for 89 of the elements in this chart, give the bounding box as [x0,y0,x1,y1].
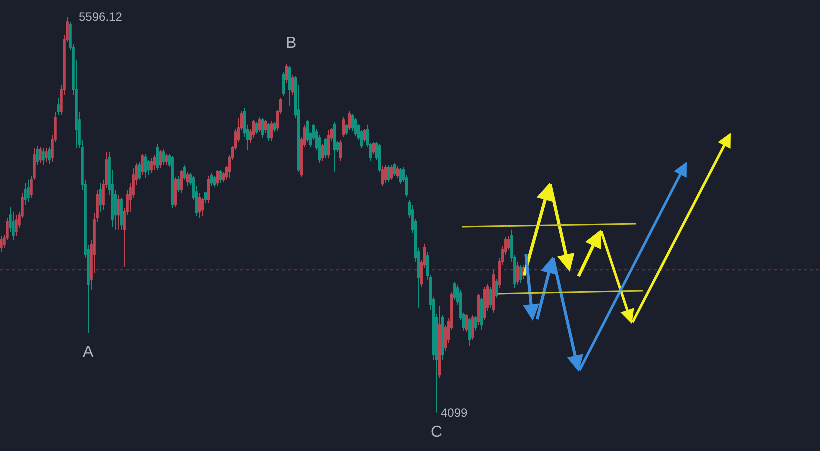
candlestick [390,164,394,180]
candlestick [144,154,147,179]
candlestick [351,114,354,132]
candlestick [393,162,396,176]
candlestick [258,116,262,133]
candlestick [156,143,159,171]
candlestick [171,156,174,208]
candlestick [264,120,268,134]
candlestick [442,314,444,360]
candlestick [120,197,123,230]
candlestick [39,146,42,164]
candlestick [204,192,207,204]
annotation: 5596.12 [79,10,123,24]
candlestick [138,161,141,180]
candlestick [492,270,496,314]
candlestick [324,138,328,158]
candlestick [117,194,120,230]
candlestick [520,264,522,284]
candlestick [36,146,39,166]
candlestick [270,120,274,142]
candlestick [57,97,60,116]
candlestick [333,122,336,172]
candlestick [24,182,27,206]
candlestick [354,118,358,137]
candlestick [162,148,165,166]
candlestick [496,278,498,298]
candlestick [201,197,204,217]
candlestick [186,172,189,187]
candlestick [198,192,201,219]
candlestick [321,143,324,162]
candlestick [45,147,48,162]
candlestick [472,314,474,340]
candlestick [396,166,400,179]
candlestick [474,316,478,332]
candlestick [153,154,156,171]
candlestick [174,176,177,208]
candlestick [141,154,144,176]
candlestick [216,170,220,187]
candlestick [15,214,18,236]
candlestick [384,164,388,184]
candlestick [273,122,276,133]
candlestick [0,235,3,253]
annotation: B [286,35,297,52]
candlestick [372,142,376,155]
annotation: A [83,344,94,361]
candlestick [42,147,45,166]
candlestick [282,72,286,97]
candlestick [219,170,222,184]
candlestick [267,122,270,142]
candlestick [207,175,210,204]
candlestick [438,306,442,378]
annotation: C [431,424,443,441]
candlestick [48,146,51,165]
candlestick [516,261,520,286]
candlestick [99,182,102,212]
candlestick [339,140,342,162]
candlestick [291,74,294,96]
candlestick [288,65,292,107]
candlestick [363,128,366,143]
candlestick [261,118,264,139]
candlestick [255,122,258,134]
candlestick [468,317,472,346]
candlestick [252,120,256,139]
candlestick [490,286,492,308]
candlestick [210,172,213,187]
annotation: 4099 [441,406,468,420]
candlestick [180,170,183,194]
candlestick [342,116,346,138]
candlestick [213,175,216,188]
candlestick [484,286,486,321]
candlestick [150,157,153,174]
candlestick [387,164,390,183]
candlestick [183,164,186,180]
candlestick [165,154,168,166]
candlestick [327,129,330,158]
candlestick [177,175,180,193]
candlestick [478,293,480,326]
candlestick [466,313,468,332]
candlestick [480,297,484,330]
candlestick [12,211,15,240]
candlestick [378,143,382,172]
candlestick [285,64,288,84]
candlestick [348,110,352,130]
candlestick [306,120,310,143]
candlestick [399,168,402,185]
candlestick [27,179,30,203]
candlestick [345,124,348,136]
candlestick [159,150,162,169]
candlestick [381,166,384,187]
